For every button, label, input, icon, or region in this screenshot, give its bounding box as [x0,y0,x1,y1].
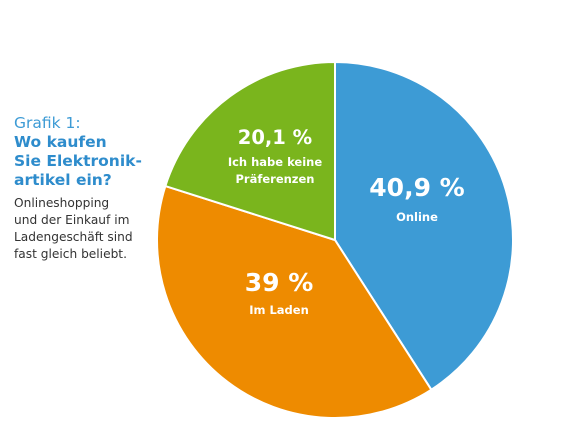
slice-none-value: 20,1 % [238,126,312,149]
slice-none-label-line-1: Ich habe keine [228,155,323,169]
chart-question: Wo kaufen Sie Elektronik- artikel ein? [14,133,149,190]
description-line-4: fast gleich beliebt. [14,247,127,261]
slice-online-label: Online [396,210,438,224]
slice-store [156,185,433,419]
description-line-2: und der Einkauf im [14,213,130,227]
slice-store-label: Im Laden [249,303,309,317]
question-line-2: Sie Elektronik- [14,152,142,170]
slice-no-preference [164,61,336,241]
slice-online-value: 40,9 % [369,173,464,202]
description-line-1: Onlineshopping [14,196,110,210]
description-line-3: Ladengeschäft sind [14,230,133,244]
chart-description: Onlineshopping und der Einkauf im Ladeng… [14,195,164,263]
slice-none-label-line-2: Präferenzen [235,172,314,186]
slice-store-value: 39 % [245,268,314,297]
question-line-1: Wo kaufen [14,133,107,151]
question-line-3: artikel ein? [14,171,112,189]
chart-caption: Grafik 1: Wo kaufen Sie Elektronik- arti… [14,114,164,263]
pie-slices [156,61,514,419]
figure-number: Grafik 1: [14,114,81,132]
